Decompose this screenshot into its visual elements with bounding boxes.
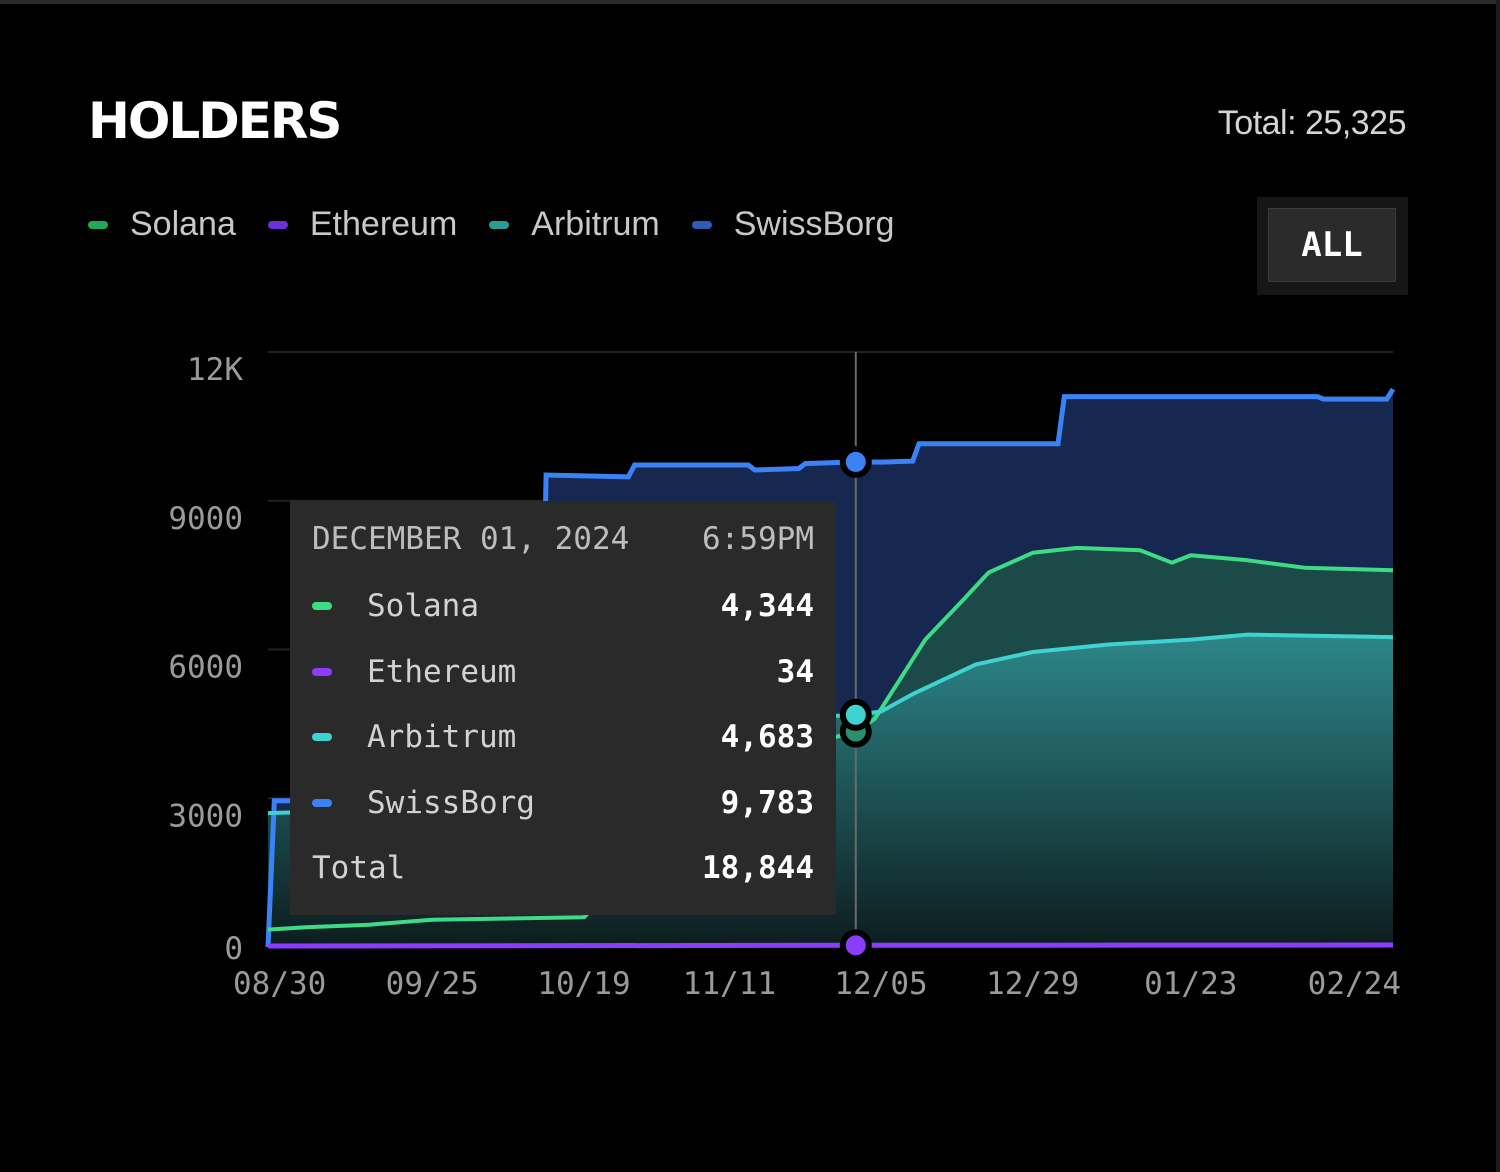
tooltip-series-name: Ethereum bbox=[367, 653, 517, 690]
total-count: Total: 25,325 bbox=[1217, 104, 1407, 142]
chart-legend: Solana Ethereum Arbitrum SwissBorg bbox=[88, 205, 926, 244]
legend-swatch bbox=[489, 220, 510, 229]
tooltip-series-value: 9,783 bbox=[720, 784, 814, 821]
tooltip-series-value: 4,344 bbox=[720, 588, 814, 624]
tooltip-header: DECEMBER 01, 2024 6:59PM bbox=[312, 521, 814, 561]
hover-tooltip: DECEMBER 01, 2024 6:59PM Solana 4,344 Et… bbox=[290, 501, 836, 915]
solana-line bbox=[267, 545, 1394, 932]
tooltip-row-total: Total 18,844 bbox=[312, 848, 814, 888]
right-border bbox=[1496, 0, 1500, 1172]
swissborg-hover-point bbox=[839, 445, 872, 478]
tooltip-date: DECEMBER 01, 2024 bbox=[312, 521, 630, 557]
y-tick-label: 9000 bbox=[168, 501, 243, 537]
y-tick-label: 0 bbox=[224, 931, 243, 967]
tooltip-series-value: 4,683 bbox=[720, 719, 814, 755]
arbitrum-hover-point bbox=[839, 698, 872, 731]
tooltip-total-label: Total bbox=[312, 850, 406, 886]
ethereum-line bbox=[267, 942, 1394, 949]
x-tick-label: 09/25 bbox=[386, 966, 479, 1002]
legend-label: Ethereum bbox=[309, 205, 458, 243]
legend-item-arbitrum[interactable]: Arbitrum bbox=[489, 205, 660, 244]
tooltip-row-arbitrum: Arbitrum 4,683 bbox=[312, 717, 814, 757]
x-axis-ticks: 08/30 09/25 10/19 11/11 12/05 12/29 01/23 02/24 bbox=[233, 966, 1401, 1002]
x-tick-label: 12/29 bbox=[986, 966, 1079, 1002]
top-border bbox=[0, 0, 1500, 4]
legend-swatch bbox=[691, 220, 712, 229]
range-selector: ALL bbox=[1257, 197, 1408, 295]
x-tick-label: 01/23 bbox=[1144, 966, 1237, 1002]
x-tick-label: 12/05 bbox=[834, 966, 927, 1002]
tooltip-series-value: 34 bbox=[776, 653, 814, 690]
tooltip-row-swissborg: SwissBorg 9,783 bbox=[312, 783, 814, 823]
x-tick-label: 11/11 bbox=[683, 966, 776, 1002]
page-title: HOLDERS bbox=[88, 92, 342, 150]
legend-label: SwissBorg bbox=[733, 205, 895, 243]
legend-swatch bbox=[267, 220, 288, 229]
legend-label: Solana bbox=[130, 205, 236, 243]
legend-label: Arbitrum bbox=[531, 205, 660, 243]
tooltip-time: 6:59PM bbox=[702, 521, 814, 557]
y-tick-label: 6000 bbox=[168, 650, 243, 686]
y-tick-label: 12K bbox=[187, 352, 243, 388]
x-tick-label: 10/19 bbox=[537, 966, 630, 1002]
tooltip-row-solana: Solana 4,344 bbox=[312, 586, 814, 626]
y-axis-ticks: 0 3000 6000 9000 12K bbox=[168, 352, 243, 967]
legend-item-swissborg[interactable]: SwissBorg bbox=[691, 205, 895, 244]
tooltip-row-ethereum: Ethereum 34 bbox=[312, 652, 814, 692]
tooltip-swatch bbox=[312, 667, 332, 676]
tooltip-total-value: 18,844 bbox=[702, 850, 814, 886]
ethereum-hover-point bbox=[839, 929, 872, 962]
legend-item-solana[interactable]: Solana bbox=[88, 205, 236, 244]
hover-indicator bbox=[839, 352, 872, 962]
tooltip-swatch bbox=[312, 602, 332, 610]
legend-item-ethereum[interactable]: Ethereum bbox=[267, 205, 458, 244]
tooltip-series-name: Solana bbox=[367, 588, 479, 624]
tooltip-swatch bbox=[312, 733, 332, 741]
legend-swatch bbox=[88, 220, 108, 229]
tooltip-series-name: SwissBorg bbox=[367, 784, 535, 821]
range-all-button[interactable]: ALL bbox=[1268, 208, 1396, 282]
y-tick-label: 3000 bbox=[168, 798, 243, 834]
x-tick-label: 08/30 bbox=[233, 966, 326, 1002]
x-tick-label: 02/24 bbox=[1308, 966, 1401, 1002]
tooltip-series-name: Arbitrum bbox=[367, 719, 517, 755]
tooltip-swatch bbox=[312, 798, 332, 807]
